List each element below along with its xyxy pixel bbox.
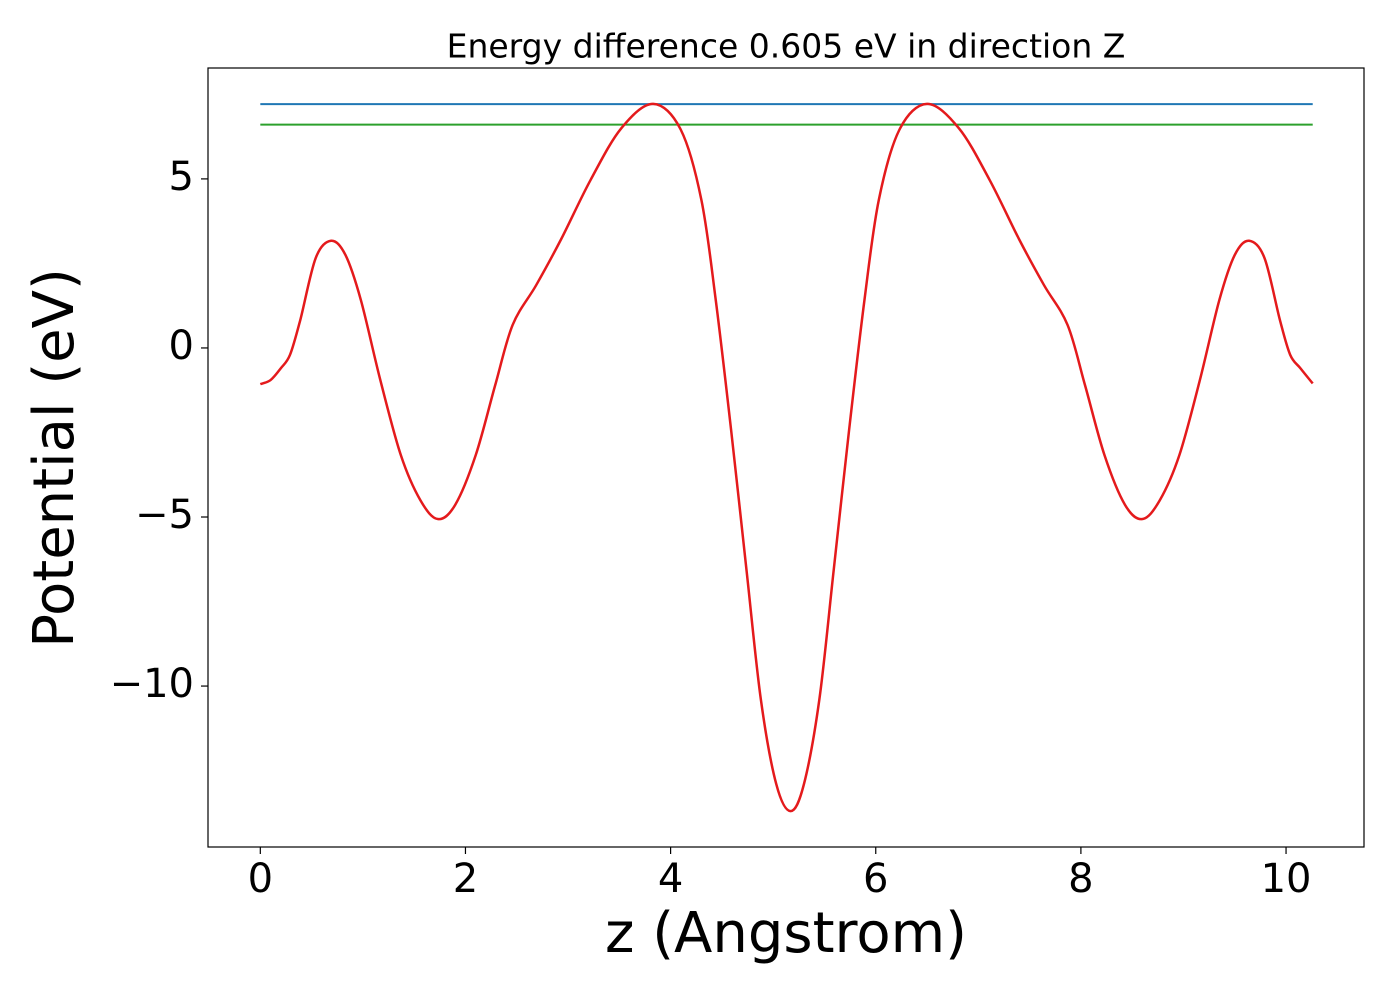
x-tick-label: 0 [248,856,273,902]
x-tick-label: 4 [658,856,683,902]
x-tick-label: 6 [863,856,888,902]
y-tick-label: 5 [169,154,194,200]
plot-frame [207,67,1365,848]
data-line [259,102,1314,813]
y-axis-label: Potential (eV) [22,268,87,648]
y-tick-label: −5 [135,492,194,538]
y-tick-label: −10 [110,661,194,707]
x-axis-label: z (Angstrom) [605,901,967,966]
chart-title: Energy difference 0.605 eV in direction … [447,27,1126,66]
x-tick-label: 8 [1068,856,1093,902]
x-tick-label: 2 [453,856,478,902]
y-tick-label: 0 [169,323,194,369]
x-tick-label: 10 [1261,856,1312,902]
